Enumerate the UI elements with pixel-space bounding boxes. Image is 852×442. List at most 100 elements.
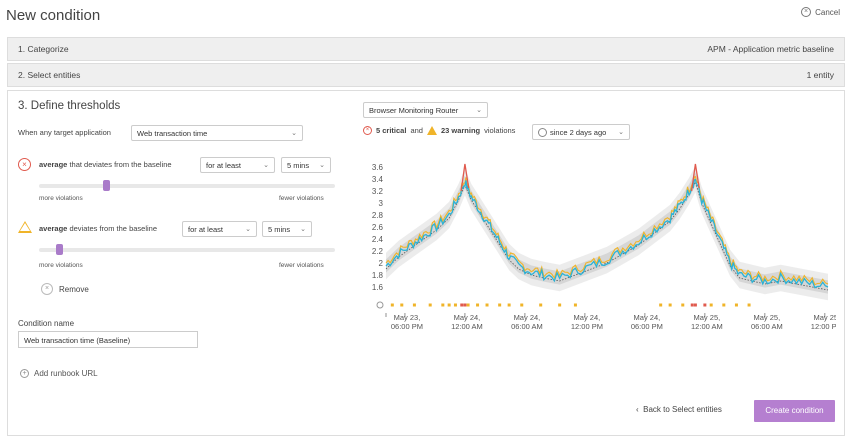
entity-select[interactable]: Browser Monitoring Router ⌄ — [363, 102, 488, 118]
target-label: When any target application — [18, 128, 111, 137]
warning-duration-mode-select[interactable]: for at least ⌄ — [182, 221, 257, 237]
and-text: and — [410, 126, 423, 135]
warning-marker — [747, 303, 751, 307]
x-tick-label: 12:00 AM — [451, 322, 483, 331]
back-label: Back to Select entities — [643, 405, 722, 414]
warning-marker — [412, 303, 416, 307]
warning-marker — [520, 303, 524, 307]
warning-marker — [400, 303, 404, 307]
x-tick-label: 12:00 PM — [811, 322, 836, 331]
baseline-band-inner — [386, 172, 828, 294]
step-categorize[interactable]: 1. Categorize APM - Application metric b… — [7, 37, 845, 61]
critical-spike — [690, 163, 700, 192]
page-title: New condition — [6, 7, 101, 24]
warning-duration-select[interactable]: 5 mins ⌄ — [262, 221, 312, 237]
y-tick-label: 2.8 — [372, 211, 384, 220]
warning-description: average deviates from the baseline — [39, 224, 157, 233]
add-runbook-button[interactable]: + Add runbook URL — [20, 369, 98, 378]
chevron-down-icon: ⌄ — [291, 130, 297, 137]
y-tick-label: 3.2 — [372, 187, 384, 196]
chevron-down-icon: ⌄ — [476, 107, 482, 114]
chevron-down-icon: ⌄ — [300, 226, 306, 233]
warning-fewer-violations-label: fewer violations — [279, 262, 324, 269]
x-tick-label: May 24, — [514, 313, 541, 322]
metric-select[interactable]: Web transaction time ⌄ — [131, 125, 303, 141]
slider-thumb[interactable] — [102, 180, 110, 191]
clock-icon — [538, 128, 547, 137]
critical-spike — [460, 163, 470, 192]
y-tick-label: 2.2 — [372, 247, 384, 256]
critical-duration-mode-value: for at least — [206, 161, 242, 170]
critical-marker — [460, 303, 464, 307]
warning-marker — [485, 303, 489, 307]
warning-marker — [709, 303, 713, 307]
warning-count: 23 warning — [440, 126, 481, 135]
warning-marker — [558, 303, 562, 307]
critical-fewer-violations-label: fewer violations — [279, 195, 324, 202]
step-select-entities[interactable]: 2. Select entities 1 entity — [7, 63, 845, 87]
x-tick-label: May 25, — [754, 313, 781, 322]
condition-name-input[interactable]: Web transaction time (Baseline) — [18, 331, 198, 348]
runbook-label: Add runbook URL — [34, 369, 98, 378]
section-heading: 3. Define thresholds — [18, 100, 121, 112]
warning-marker — [441, 303, 445, 307]
x-tick-label: 06:00 PM — [631, 322, 663, 331]
critical-count: 5 critical — [376, 126, 407, 135]
violations-text: violations — [484, 126, 516, 135]
warning-marker — [734, 303, 738, 307]
time-range-select[interactable]: since 2 days ago ⌄ — [532, 124, 630, 140]
condition-name-label: Condition name — [18, 319, 75, 328]
warning-marker — [476, 303, 480, 307]
warning-series-line — [385, 175, 829, 286]
close-icon: × — [41, 283, 53, 295]
x-tick-label: May 23, — [394, 313, 421, 322]
warning-more-violations-label: more violations — [39, 262, 83, 269]
critical-duration-mode-select[interactable]: for at least ⌄ — [200, 157, 275, 173]
slider-thumb[interactable] — [56, 244, 64, 255]
step-value: 1 entity — [806, 70, 834, 80]
warning-marker — [498, 303, 502, 307]
cancel-button[interactable]: × Cancel — [801, 7, 840, 17]
y-tick-label: 3.4 — [372, 175, 384, 184]
y-tick-label: 2 — [379, 259, 384, 268]
critical-icon: × — [363, 126, 372, 135]
warning-marker — [659, 303, 663, 307]
warning-icon — [426, 126, 437, 135]
step-label: 2. Select entities — [18, 70, 81, 80]
warning-duration-value: 5 mins — [268, 225, 291, 234]
critical-duration-select[interactable]: 5 mins ⌄ — [281, 157, 331, 173]
baseline-band — [386, 165, 828, 301]
metric-select-value: Web transaction time — [137, 129, 208, 138]
warning-sensitivity-slider[interactable] — [39, 244, 335, 255]
cancel-label: Cancel — [815, 7, 840, 17]
warning-marker — [573, 303, 577, 307]
warning-marker — [466, 303, 470, 307]
critical-more-violations-label: more violations — [39, 195, 83, 202]
remove-warning-button[interactable]: × Remove — [41, 283, 89, 295]
remove-label: Remove — [59, 284, 89, 294]
critical-duration-value: 5 mins — [287, 161, 310, 170]
y-tick-label: 2.6 — [372, 223, 384, 232]
critical-sensitivity-slider[interactable] — [39, 180, 335, 191]
chevron-down-icon: ⌄ — [618, 129, 624, 136]
x-tick-label: May 24, — [634, 313, 661, 322]
y-tick-label: 2.4 — [372, 235, 384, 244]
define-thresholds-panel: 3. Define thresholds When any target app… — [7, 90, 845, 436]
warning-marker — [668, 303, 672, 307]
back-button[interactable]: ‹ Back to Select entities — [636, 405, 722, 414]
metric-series-line — [385, 178, 829, 289]
y-tick-label: 3.6 — [372, 163, 384, 172]
chevron-down-icon: ⌄ — [319, 162, 325, 169]
chevron-down-icon: ⌄ — [263, 162, 269, 169]
chevron-down-icon: ⌄ — [245, 226, 251, 233]
warning-marker — [453, 303, 457, 307]
y-tick-label: 3 — [379, 199, 384, 208]
plus-icon: + — [20, 369, 29, 378]
x-tick-label: May 24, — [574, 313, 601, 322]
x-tick-label: 12:00 PM — [571, 322, 603, 331]
marker-row-icon — [376, 301, 384, 309]
create-condition-button[interactable]: Create condition — [754, 400, 835, 422]
step-label: 1. Categorize — [18, 44, 69, 54]
warning-icon — [18, 221, 32, 233]
